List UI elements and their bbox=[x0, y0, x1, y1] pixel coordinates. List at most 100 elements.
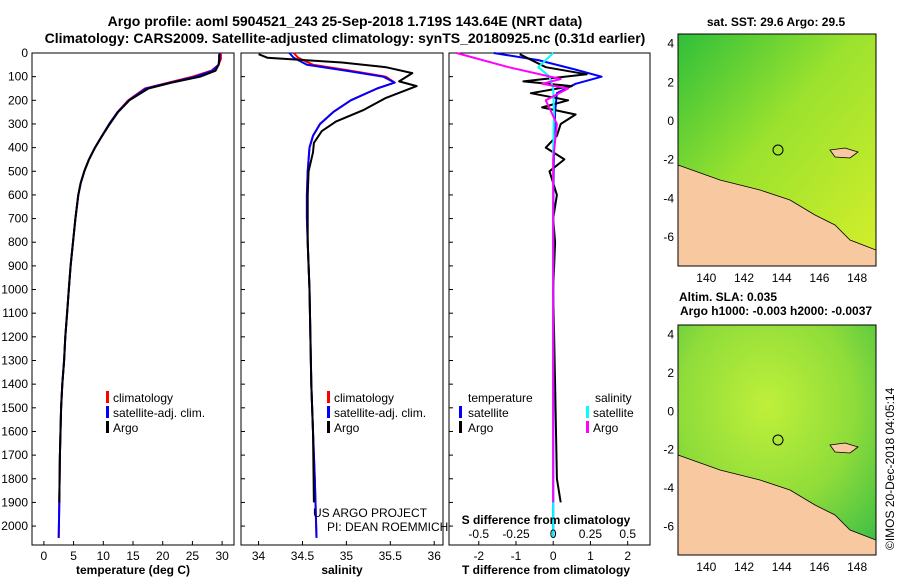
depth-tick-label: 100 bbox=[8, 70, 28, 84]
x-tick-label: 20 bbox=[156, 549, 170, 563]
series-line-climatology bbox=[57, 53, 222, 538]
s-tick-label: 0.5 bbox=[619, 527, 636, 541]
x-tick-label: -2 bbox=[473, 549, 484, 563]
figure-title-line2: Climatology: CARS2009. Satellite-adjuste… bbox=[45, 30, 646, 46]
map-lat-label: 4 bbox=[667, 328, 674, 342]
x-tick-label: 10 bbox=[97, 549, 111, 563]
series-line-argo bbox=[258, 53, 418, 503]
tdiff-xlabel: T difference from climatology bbox=[462, 563, 630, 577]
map-lat-label: 0 bbox=[667, 404, 674, 418]
depth-tick-label: 1100 bbox=[2, 306, 28, 320]
depth-tick-label: 400 bbox=[8, 141, 28, 155]
x-tick-label: 25 bbox=[186, 549, 200, 563]
x-tick-label: 0 bbox=[41, 549, 48, 563]
depth-tick-label: 1300 bbox=[1, 354, 28, 368]
x-tick-label: 15 bbox=[126, 549, 140, 563]
x-tick-label: 35.5 bbox=[379, 549, 403, 563]
legend-swatch-t-argo bbox=[459, 421, 462, 433]
sst-island bbox=[829, 147, 859, 159]
depth-tick-label: 1800 bbox=[1, 472, 28, 486]
legend-swatch-s-argo bbox=[586, 421, 589, 433]
map-lat-label: -6 bbox=[663, 230, 674, 244]
x-tick-label: 0 bbox=[550, 549, 557, 563]
temperature-series bbox=[57, 53, 222, 538]
imos-stamp: ©IMOS 20-Dec-2018 04:05:14 bbox=[883, 387, 897, 550]
sla-island bbox=[829, 442, 859, 454]
x-tick-label: 34.5 bbox=[291, 549, 315, 563]
map-lon-label: 140 bbox=[696, 271, 716, 285]
legend-swatch-satellite bbox=[327, 406, 330, 418]
legend-s-satellite: satellite bbox=[593, 406, 634, 420]
legend-swatch-climatology bbox=[106, 391, 109, 403]
map-lon-label: 144 bbox=[772, 271, 792, 285]
map-lat-label: 4 bbox=[667, 37, 674, 51]
series-line-t-satellite bbox=[493, 52, 603, 538]
legend-salinity-head: salinity bbox=[595, 391, 632, 405]
depth-tick-label: 1200 bbox=[1, 330, 28, 344]
depth-tick-label: 1500 bbox=[1, 401, 28, 415]
temperature-panel bbox=[31, 52, 235, 546]
legend-satellite: satellite-adj. clim. bbox=[334, 406, 426, 420]
series-line-satellite-adj-clim- bbox=[288, 52, 396, 538]
depth-tick-label: 700 bbox=[8, 212, 28, 226]
map-lat-label: 2 bbox=[667, 366, 674, 380]
salinity-xlabel: salinity bbox=[321, 563, 363, 577]
s-tick-label: 0 bbox=[550, 527, 557, 541]
sst-map-ticks: 4 2 0 -2 -4 -6 140 142 144 146 148 bbox=[663, 37, 867, 285]
map-lat-label: -2 bbox=[663, 443, 674, 457]
x-tick-label: 1 bbox=[587, 549, 594, 563]
map-lon-label: 144 bbox=[772, 560, 792, 574]
legend-swatch-argo bbox=[106, 421, 109, 433]
credit-line2: PI: DEAN ROEMMICH bbox=[327, 520, 448, 534]
difference-series bbox=[456, 52, 603, 538]
sdiff-label: S difference from climatology bbox=[462, 513, 631, 527]
map-lon-label: 142 bbox=[734, 560, 754, 574]
sst-map bbox=[677, 33, 877, 267]
salinity-panel bbox=[240, 52, 444, 546]
sst-float-marker bbox=[772, 144, 784, 156]
legend-s-argo: Argo bbox=[593, 421, 619, 435]
depth-tick-label: 1000 bbox=[1, 283, 28, 297]
x-tick-label: 30 bbox=[215, 549, 229, 563]
depth-tick-label: 600 bbox=[8, 188, 28, 202]
temperature-xlabel: temperature (deg C) bbox=[76, 563, 190, 577]
map-lat-label: -4 bbox=[663, 481, 674, 495]
map-lon-label: 146 bbox=[809, 271, 829, 285]
depth-tick-label: 2000 bbox=[1, 519, 28, 533]
x-tick-label: 35 bbox=[340, 549, 354, 563]
legend-temperature-head: temperature bbox=[468, 391, 533, 405]
x-tick-label: -1 bbox=[511, 549, 522, 563]
series-line-satellite-adj-clim- bbox=[57, 53, 221, 538]
map-lat-label: -6 bbox=[663, 519, 674, 533]
legend-climatology: climatology bbox=[113, 391, 173, 405]
depth-tick-label: 500 bbox=[8, 164, 28, 178]
depth-axis: 0 100 200 300 400 500 600 700 800 900 1000 1100 1200… bbox=[1, 46, 453, 533]
map-lon-label: 142 bbox=[734, 271, 754, 285]
x-tick-label: 34 bbox=[252, 549, 266, 563]
map-lat-label: -4 bbox=[663, 191, 674, 205]
x-tick-label: 2 bbox=[624, 549, 631, 563]
map-lon-label: 140 bbox=[696, 560, 716, 574]
legend-swatch-argo bbox=[327, 421, 330, 433]
salinity-series bbox=[258, 52, 418, 538]
temperature-legend: climatology satellite-adj. clim. Argo bbox=[106, 391, 205, 435]
s-tick-label: -0.5 bbox=[468, 527, 489, 541]
map-lon-label: 148 bbox=[847, 560, 867, 574]
depth-tick-label: 200 bbox=[8, 93, 28, 107]
sla-float-marker bbox=[772, 434, 784, 446]
legend-swatch-s-satellite bbox=[586, 406, 589, 418]
s-tick-label: 0.25 bbox=[579, 527, 603, 541]
legend-swatch-t-satellite bbox=[459, 406, 462, 418]
x-tick-label: 36 bbox=[428, 549, 442, 563]
series-line-s-argo bbox=[456, 52, 570, 503]
depth-tick-label: 1400 bbox=[1, 377, 28, 391]
sla-map-title: Altim. SLA: 0.035 bbox=[679, 290, 777, 304]
legend-climatology: climatology bbox=[334, 391, 394, 405]
salinity-legend: climatology satellite-adj. clim. Argo bbox=[327, 391, 426, 435]
map-lon-label: 146 bbox=[809, 560, 829, 574]
sla-frame bbox=[677, 324, 877, 556]
difference-legend: temperature satellite Argo salinity sate… bbox=[459, 391, 634, 435]
legend-swatch-climatology bbox=[327, 391, 330, 403]
map-lat-label: 2 bbox=[667, 75, 674, 89]
